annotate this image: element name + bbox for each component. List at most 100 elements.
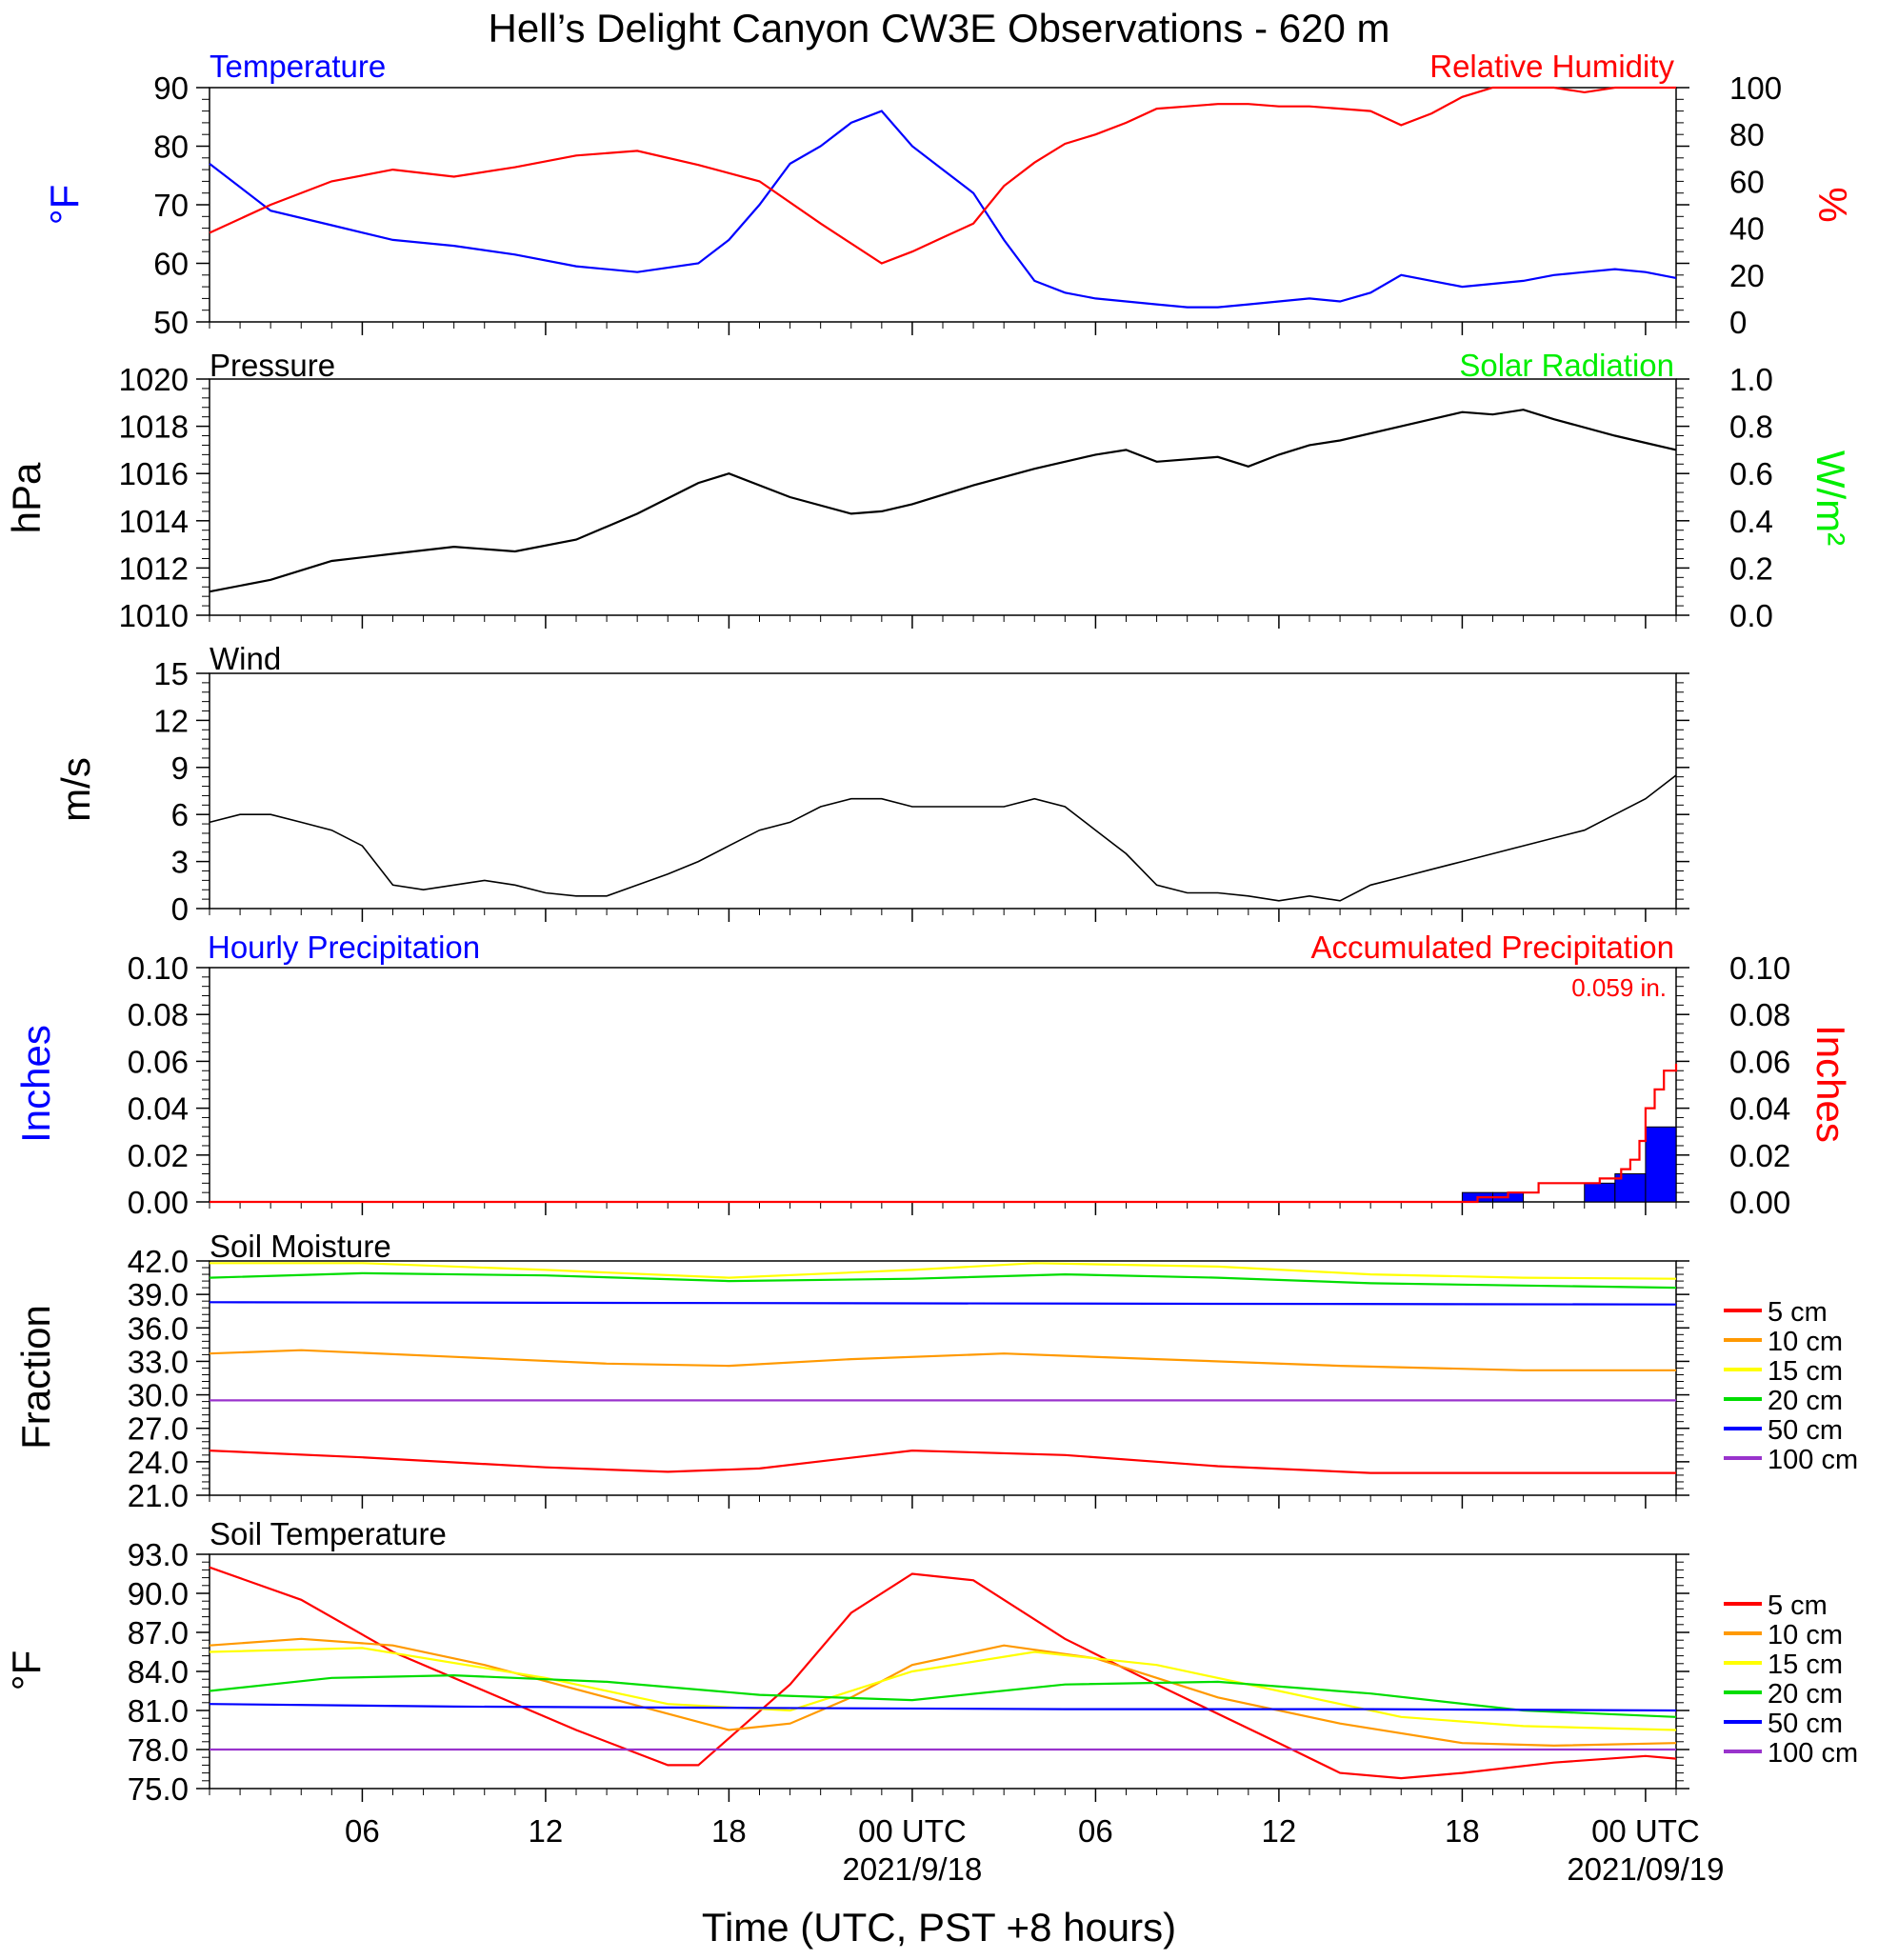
y-tick-label: 0.00	[128, 1185, 189, 1220]
temperature-title: Temperature	[210, 49, 386, 84]
series-20-cm	[209, 1673, 1677, 1718]
plot-soil-moisture	[209, 1262, 1677, 1474]
y-tick-label: 84.0	[128, 1654, 189, 1690]
plot-frame	[209, 967, 1677, 1203]
y2-tick-label: 0.02	[1729, 1138, 1790, 1173]
plot-soil-temperature	[209, 1566, 1677, 1780]
y2-tick-label: 80	[1729, 117, 1765, 152]
y-tick-label: 36.0	[128, 1310, 189, 1346]
y-tick-label: 75.0	[128, 1771, 189, 1807]
panel-precipitation: Hourly Precipitation Accumulated Precipi…	[13, 930, 1853, 1220]
plot-frame	[209, 672, 1677, 910]
x-tick-label: 00 UTC	[1591, 1813, 1700, 1849]
y2-tick-label: 0.4	[1729, 504, 1773, 539]
y-tick-label: 1018	[119, 410, 189, 445]
y-tick-label: 60	[153, 247, 189, 282]
series-20-cm	[209, 1271, 1677, 1290]
y2-tick-label: 60	[1729, 164, 1765, 199]
plot-wind	[209, 774, 1677, 902]
legend-label: 50 cm	[1768, 1415, 1843, 1446]
chart-title: Hell’s Delight Canyon CW3E Observations …	[489, 6, 1390, 50]
axes-soil-temperature: 93.0 90.0 87.0 84.081.078.075.0	[128, 1537, 1689, 1807]
x-tick-label: 12	[529, 1813, 564, 1849]
y2-tick-label: 0.04	[1729, 1091, 1790, 1127]
y-tick-label: 0.06	[128, 1044, 189, 1079]
x-tick-label: 18	[711, 1813, 747, 1849]
axes-wind: 15 12 9 6 3 0	[153, 656, 1689, 927]
series-temperature	[209, 110, 1677, 309]
plot-frame	[209, 1553, 1677, 1790]
panel-soil-temperature: Soil Temperature °F 93.0 90.0 87.0 84.081.0…	[4, 1516, 1858, 1887]
pressure-title: Pressure	[210, 348, 335, 383]
series-15-cm	[210, 1262, 1677, 1280]
y-tick-label: 30.0	[128, 1378, 189, 1413]
y-tick-label: 90.0	[128, 1576, 189, 1611]
y-tick-label: 24.0	[128, 1445, 189, 1480]
wind-title: Wind	[210, 641, 281, 676]
y-tick-label: 0.10	[128, 950, 189, 986]
plot-precipitation	[210, 1063, 1678, 1204]
legend-label: 15 cm	[1768, 1650, 1843, 1680]
legend-label: 5 cm	[1768, 1297, 1828, 1328]
soil-temperature-unit: °F	[4, 1650, 49, 1690]
series-15-cm	[209, 1647, 1677, 1731]
series-5-cm	[209, 1566, 1677, 1780]
x-axis-label: Time (UTC, PST +8 hours)	[702, 1905, 1176, 1950]
y-tick-label: 1010	[119, 598, 189, 633]
legend-label: 10 cm	[1768, 1620, 1843, 1650]
soil-moisture-unit: Fraction	[13, 1305, 58, 1450]
plot-temperature-rh	[209, 86, 1677, 309]
panel-wind: Wind m/s 15 12 9 6 3 0	[53, 641, 1689, 927]
y-tick-label: 42.0	[128, 1244, 189, 1279]
accum-precip-title: Accumulated Precipitation	[1310, 930, 1674, 965]
y-tick-label: 0.02	[128, 1138, 189, 1173]
series-10-cm	[209, 1637, 1677, 1748]
plot-pressure-solar	[209, 409, 1677, 593]
y-tick-label: 93.0	[128, 1537, 189, 1572]
y-tick-label: 70	[153, 188, 189, 223]
y-tick-label: 87.0	[128, 1615, 189, 1650]
soil-temperature-title: Soil Temperature	[210, 1516, 447, 1551]
y2-tick-label: 0.08	[1729, 997, 1790, 1032]
legend-label: 20 cm	[1768, 1386, 1843, 1416]
x-tick-date: 2021/9/18	[843, 1851, 983, 1887]
accum-precip-total: 0.059 in.	[1571, 973, 1667, 1002]
y2-tick-label: 100	[1729, 70, 1782, 106]
y2-tick-label: 0.6	[1729, 456, 1773, 491]
x-tick-date: 2021/09/19	[1567, 1851, 1724, 1887]
series-5-cm	[209, 1449, 1676, 1474]
y2-tick-label: 0.10	[1729, 950, 1790, 986]
panel-soil-moisture: Soil Moisture Fraction 42.039.036.033.03…	[13, 1229, 1858, 1513]
hourly-precip-unit: Inches	[13, 1025, 58, 1143]
legend-label: 100 cm	[1768, 1445, 1858, 1475]
rh-title: Relative Humidity	[1429, 49, 1674, 84]
y2-tick-label: 0.2	[1729, 550, 1773, 586]
soil-moisture-title: Soil Moisture	[210, 1229, 391, 1264]
y-tick-label: 39.0	[128, 1277, 189, 1312]
legend-label: 100 cm	[1768, 1738, 1858, 1769]
temperature-unit: °F	[42, 185, 87, 225]
axes-precipitation: 0.10 0.08 0.06 0.04 0.02 0.00 0.10 0.08 0.06 0.04…	[128, 950, 1790, 1220]
y2-tick-label: 0.0	[1729, 598, 1773, 633]
y-tick-label: 3	[171, 845, 189, 880]
plot-frame	[209, 87, 1677, 323]
series-wind	[209, 774, 1677, 902]
series-relative-humidity	[209, 86, 1676, 265]
y-tick-label: 9	[171, 750, 189, 786]
y-tick-label: 21.0	[128, 1478, 189, 1513]
x-tick-label: 18	[1445, 1813, 1480, 1849]
y-tick-label: 1020	[119, 362, 189, 397]
legend-label: 50 cm	[1768, 1709, 1843, 1739]
y-tick-label: 6	[171, 797, 189, 832]
solar-title: Solar Radiation	[1459, 348, 1674, 383]
axes-temperature-rh: 90 80 70 60 50 100 80 60 40 20 0	[153, 70, 1782, 340]
y2-tick-label: 0.8	[1729, 410, 1773, 445]
y-tick-label: 1014	[119, 504, 189, 539]
precip-bar	[1645, 1126, 1677, 1203]
legend-label: 20 cm	[1768, 1679, 1843, 1710]
x-tick-label: 00 UTC	[858, 1813, 967, 1849]
